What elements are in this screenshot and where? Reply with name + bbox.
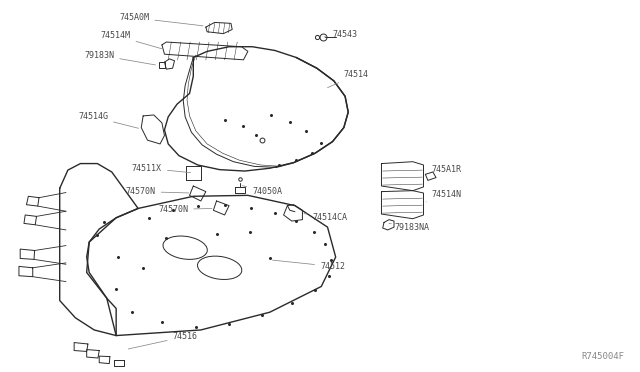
Text: 74512: 74512 (273, 260, 345, 271)
Text: 745A0M: 745A0M (120, 13, 203, 26)
Text: 79183NA: 79183NA (389, 222, 429, 232)
Text: R745004F: R745004F (581, 352, 624, 361)
Text: 74514N: 74514N (426, 190, 461, 202)
Text: 74050A: 74050A (243, 186, 282, 196)
Text: 74543: 74543 (324, 30, 358, 39)
Text: 74570N: 74570N (125, 187, 189, 196)
Text: 74516: 74516 (128, 332, 198, 349)
Text: 74514M: 74514M (100, 31, 162, 49)
Text: 74514CA: 74514CA (304, 213, 348, 222)
Text: 74511X: 74511X (132, 164, 191, 173)
Text: 745A1R: 745A1R (426, 165, 461, 175)
Text: 79183N: 79183N (84, 51, 156, 65)
Text: 74570N: 74570N (158, 205, 212, 214)
Text: 74514G: 74514G (78, 112, 138, 128)
Text: 74514: 74514 (328, 70, 369, 88)
